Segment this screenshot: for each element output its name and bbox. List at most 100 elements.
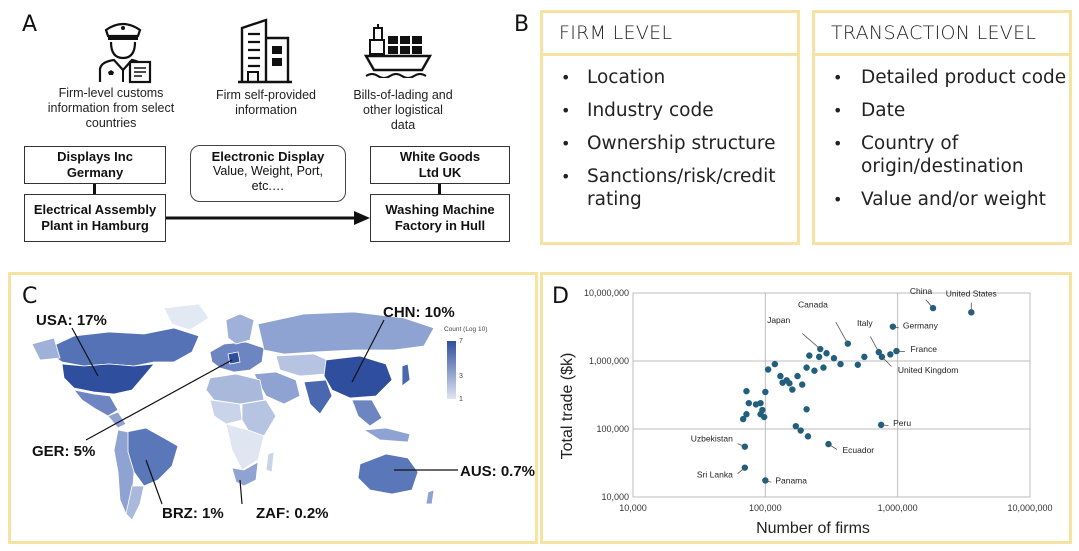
data-point (786, 380, 793, 387)
leader-germany (892, 326, 899, 329)
label-ger: GER: 5% (32, 443, 96, 460)
point-label-italy: Italy (857, 318, 873, 328)
leader-ecuador (828, 443, 838, 450)
point-label-japan: Japan (767, 315, 790, 325)
world-map (31, 303, 458, 521)
plant-box-right: Washing Machine Factory in Hull (370, 194, 510, 242)
y-tick-label: 10,000,000 (584, 288, 629, 298)
map-legend-tick-mid: 3 (459, 373, 463, 380)
data-point-canada (844, 340, 852, 347)
firm-item-sanctions: Sanctions/risk/credit rating (543, 165, 797, 211)
region-alaska (31, 337, 61, 361)
plot-frame (632, 292, 1031, 498)
customs-officer-icon (98, 22, 152, 84)
map-legend-bar (447, 341, 456, 399)
point-label-peru: Peru (893, 418, 911, 428)
data-point-ecuador (825, 440, 832, 448)
point-label-france: France (911, 344, 938, 354)
point-label-united-kingdom: United Kingdom (898, 365, 958, 375)
transaction-item-product: Detailed product code (815, 66, 1069, 89)
data-point (771, 360, 779, 368)
label-usa: USA: 17% (36, 312, 107, 329)
panel-label-b: B (514, 12, 530, 37)
data-point (792, 422, 800, 430)
point-label-germany: Germany (903, 321, 939, 331)
point-label-sri-lanka: Sri Lanka (697, 470, 733, 480)
transaction-item-country: Country of origin/destination (815, 132, 1069, 178)
map-legend-tick-low: 1 (459, 396, 463, 403)
data-point (806, 352, 813, 359)
data-point-italy (875, 348, 882, 356)
transaction-item-date: Date (815, 99, 1069, 122)
region-germany (227, 351, 241, 365)
data-point (764, 366, 772, 373)
data-point-panama (762, 477, 769, 484)
data-point (757, 399, 764, 407)
source-label-customs: Firm-level customs information from sele… (47, 86, 175, 130)
cargo-ship-icon (364, 24, 433, 78)
transaction-item-value: Value and/or weight (815, 188, 1069, 211)
y-tick-label: 10,000 (601, 492, 629, 502)
region-central-africa (225, 423, 265, 471)
leader-panama (765, 480, 772, 483)
firm-box-left: Displays Inc Germany (24, 146, 166, 184)
connector-right (438, 184, 441, 194)
map-legend-tick-high: 7 (459, 338, 463, 345)
data-point (799, 381, 806, 388)
source-label-self-provided: Firm self-provided information (215, 88, 317, 117)
data-point (743, 411, 750, 418)
region-middle-east (253, 371, 301, 405)
firm-item-ownership: Ownership structure (543, 132, 797, 155)
transaction-detail: Value, Weight, Port, etc.… (212, 164, 323, 193)
y-tick-label: 1,000,000 (589, 356, 629, 366)
firm-level-title: FIRM LEVEL (543, 13, 797, 56)
office-building-icon (238, 18, 292, 84)
flow-arrow (166, 211, 370, 225)
pointer-brz (145, 459, 163, 505)
point-label-china: China (910, 286, 932, 296)
region-australia (357, 453, 419, 495)
leader-japan (801, 333, 821, 350)
region-south-africa (231, 461, 259, 487)
x-tick-label: 1,000,000 (878, 503, 918, 513)
data-point (804, 433, 812, 440)
firm-item-industry: Industry code (543, 99, 797, 122)
leader-canada (835, 321, 849, 344)
region-argentina (125, 485, 145, 521)
data-point (861, 353, 868, 361)
pointer-ger (85, 359, 233, 441)
x-tick-label: 10,000,000 (1007, 503, 1052, 513)
transaction-level-title: TRANSACTION LEVEL (815, 13, 1069, 56)
region-canada (43, 327, 200, 367)
data-point (797, 427, 804, 434)
leader-peru (881, 424, 889, 426)
data-point (887, 351, 894, 358)
data-point-france (893, 347, 900, 355)
point-label-ecuador: Ecuador (842, 445, 874, 455)
x-tick-label: 100,000 (749, 503, 782, 513)
point-label-panama: Panama (775, 475, 807, 485)
leader-uzbekistan (737, 443, 745, 448)
data-point (854, 361, 862, 368)
region-russia (257, 311, 435, 355)
label-chn: CHN: 10% (383, 304, 455, 321)
data-point (830, 354, 838, 362)
x-axis-label: Number of firms (756, 520, 870, 537)
label-brz: BRZ: 1% (162, 505, 224, 522)
leader-sri-lanka (737, 467, 746, 474)
data-point (777, 372, 784, 380)
data-point (743, 387, 750, 395)
firm-level-panel: FIRM LEVEL Location Industry code Owners… (540, 10, 800, 245)
source-label-logistics: Bills-of-lading and other logistical dat… (353, 88, 453, 132)
transaction-level-panel: TRANSACTION LEVEL Detailed product code … (812, 10, 1072, 245)
data-point (739, 415, 747, 423)
panel-label-d: D (552, 284, 569, 309)
region-madagascar (265, 451, 275, 473)
region-west-africa (209, 399, 243, 425)
firm-box-right: White Goods Ltd UK (370, 146, 510, 184)
data-point (803, 406, 810, 413)
region-north-africa (205, 373, 265, 405)
region-new-zealand (425, 489, 435, 505)
data-point (803, 364, 810, 371)
